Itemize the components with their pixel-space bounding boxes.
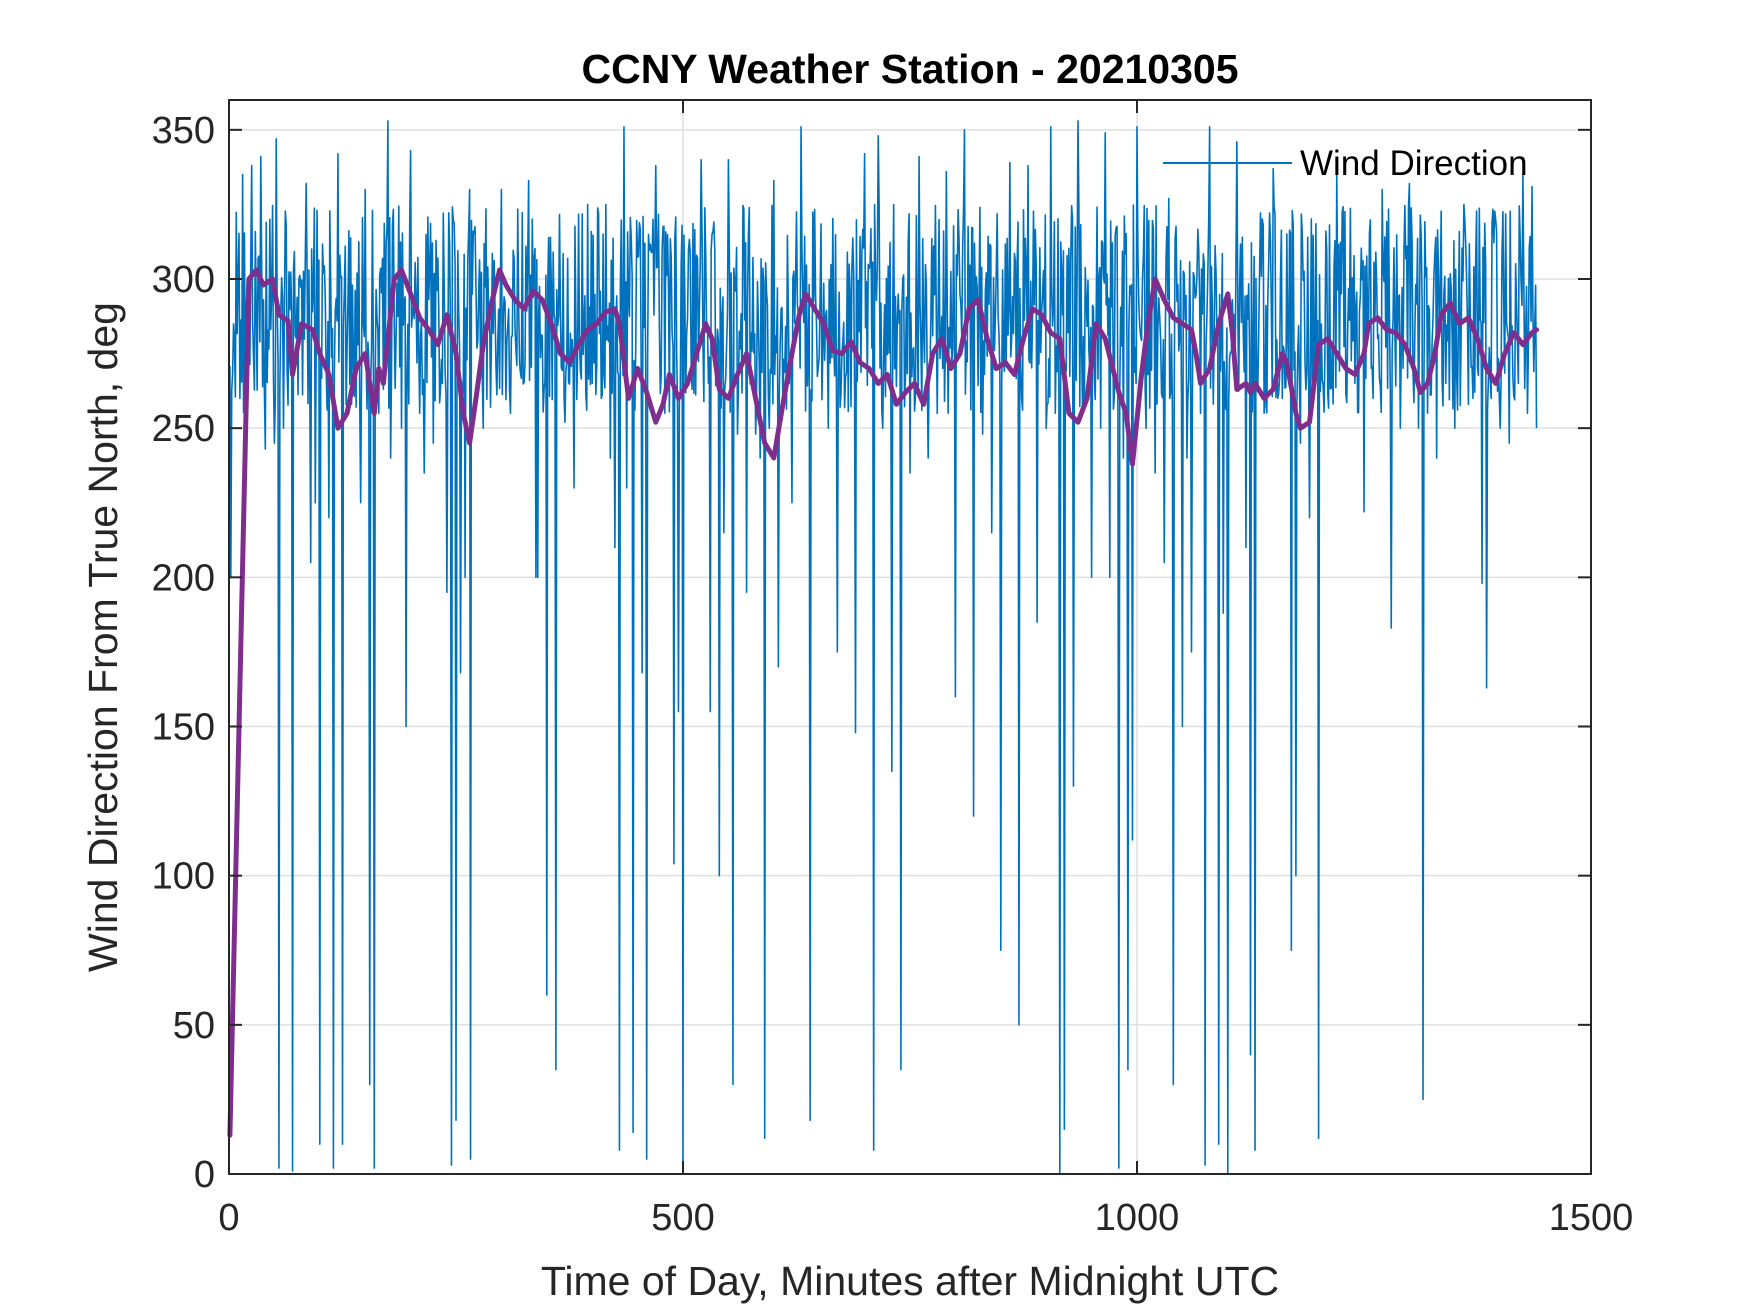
- y-axis-label: Wind Direction From True North, deg: [80, 302, 126, 972]
- y-tick-label: 0: [194, 1154, 215, 1196]
- y-tick-label: 250: [152, 408, 215, 450]
- y-tick-label: 350: [152, 110, 215, 152]
- y-tick-label: 150: [152, 707, 215, 749]
- axes-box: [228, 99, 1592, 1175]
- y-tick-label: 300: [152, 259, 215, 301]
- x-tick-label: 0: [218, 1197, 239, 1239]
- x-tick-label: 1500: [1549, 1197, 1634, 1239]
- y-tick-label: 200: [152, 557, 215, 599]
- y-tick-label: 50: [173, 1005, 215, 1047]
- ticks: 0 500 1000 1500 0 50 100 150 200 250 300 350: [152, 100, 1634, 1239]
- series-line-wind-direction: [229, 120, 1538, 1175]
- legend: Wind Direction: [1163, 144, 1528, 183]
- legend-label-wind-direction: Wind Direction: [1300, 144, 1528, 183]
- series-line-moving-average: [227, 267, 1540, 1138]
- series-layer: [227, 120, 1540, 1175]
- x-tick-label: 500: [651, 1197, 714, 1239]
- chart-title: CCNY Weather Station - 20210305: [581, 46, 1238, 92]
- x-axis-label: Time of Day, Minutes after Midnight UTC: [541, 1258, 1279, 1304]
- x-tick-label: 1000: [1095, 1197, 1180, 1239]
- y-tick-label: 100: [152, 856, 215, 898]
